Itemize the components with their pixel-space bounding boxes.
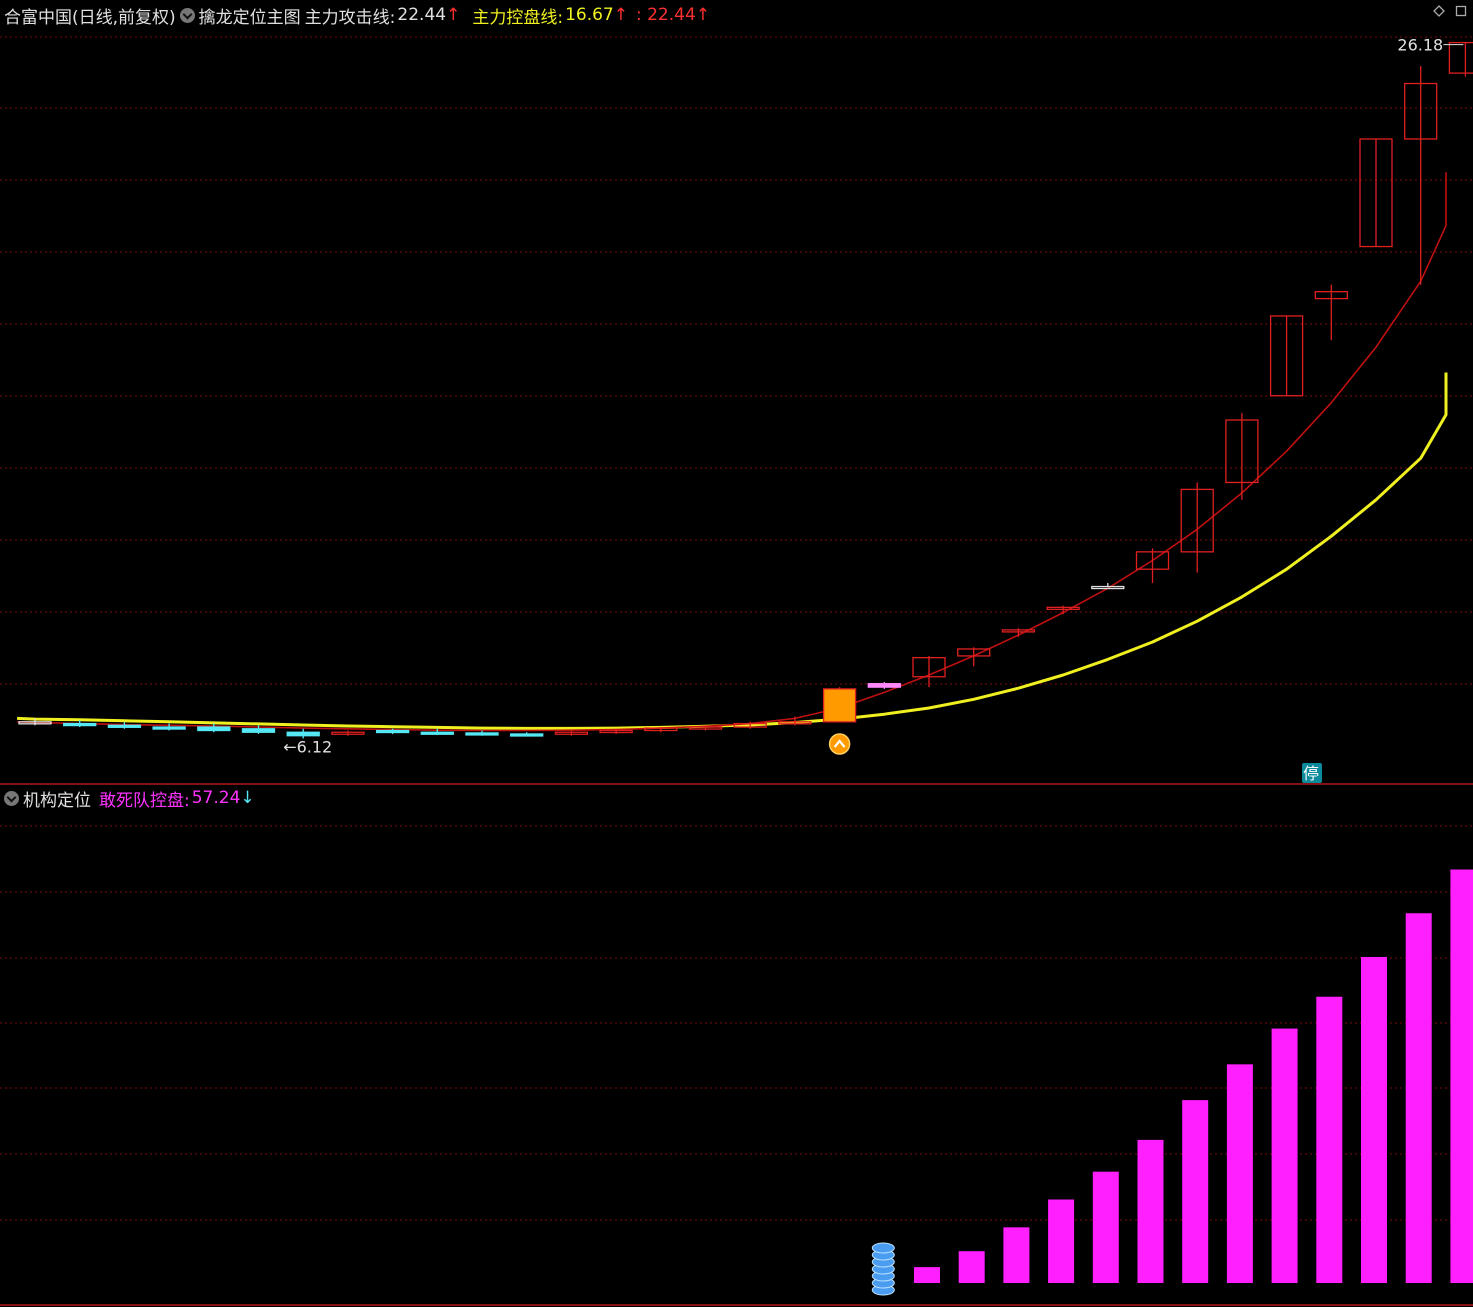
- bar[interactable]: [958, 1251, 985, 1283]
- buy-signal-icon: [833, 739, 846, 748]
- attack-line-value: 22.44: [397, 5, 447, 25]
- candle[interactable]: [554, 731, 589, 735]
- bar[interactable]: [1137, 1139, 1164, 1283]
- bar[interactable]: [914, 1267, 940, 1283]
- bar[interactable]: [1226, 1064, 1253, 1283]
- candle[interactable]: [107, 724, 142, 728]
- stock-title[interactable]: 合富中国(日线,前复权): [4, 7, 176, 28]
- panel-controls: [1433, 5, 1467, 17]
- candle[interactable]: [63, 722, 97, 727]
- candle[interactable]: [867, 683, 901, 688]
- dropdown-icon[interactable]: [179, 7, 195, 23]
- limit-badge-label: 停: [1303, 764, 1319, 783]
- candle[interactable]: [1180, 488, 1214, 553]
- candle[interactable]: [599, 729, 633, 734]
- dropdown-icon[interactable]: [4, 790, 19, 806]
- bar[interactable]: [1092, 1171, 1119, 1283]
- candle[interactable]: [18, 721, 52, 725]
- diamond-icon[interactable]: [1433, 5, 1445, 17]
- candle[interactable]: [1091, 585, 1125, 590]
- extra-value: : 22.44: [635, 5, 696, 25]
- candle[interactable]: [286, 731, 320, 737]
- candle[interactable]: [152, 726, 186, 730]
- bar[interactable]: [1316, 996, 1343, 1283]
- candle[interactable]: [912, 657, 946, 678]
- candle[interactable]: [1359, 138, 1393, 248]
- candle[interactable]: [420, 731, 454, 735]
- square-icon[interactable]: [1455, 5, 1467, 17]
- candle[interactable]: [197, 726, 231, 732]
- candle[interactable]: [241, 728, 276, 733]
- sub-panel-header: 机构定位 敢死队控盘: 57.24 ↓: [4, 785, 259, 811]
- bar[interactable]: [1182, 1100, 1209, 1283]
- candle[interactable]: [1225, 419, 1259, 484]
- control-line: [17, 372, 1448, 730]
- buy-signal-icon[interactable]: [828, 733, 851, 755]
- candle[interactable]: [1001, 629, 1036, 633]
- candle[interactable]: [733, 722, 767, 728]
- series-value: 57.24: [191, 788, 241, 808]
- candle[interactable]: [1448, 41, 1473, 74]
- candle[interactable]: [644, 727, 678, 732]
- candle[interactable]: [510, 733, 544, 737]
- arrow-up-icon: ↑: [446, 5, 461, 25]
- attack-line-label: 主力攻击线:: [304, 7, 396, 28]
- candle[interactable]: [1404, 82, 1438, 140]
- bar[interactable]: [1048, 1199, 1075, 1283]
- candle[interactable]: [465, 732, 499, 736]
- arrow-up-icon: ↑: [695, 5, 711, 25]
- candle[interactable]: [1135, 551, 1170, 570]
- candle[interactable]: [375, 729, 410, 734]
- bar[interactable]: [1271, 1028, 1298, 1283]
- sub-indicator-name[interactable]: 机构定位: [23, 790, 91, 811]
- coin-stack-icon: [871, 1242, 895, 1254]
- bar[interactable]: [1450, 869, 1473, 1283]
- bar[interactable]: [1361, 956, 1387, 1283]
- candle[interactable]: [778, 721, 812, 725]
- bar[interactable]: [1405, 913, 1432, 1283]
- arrow-up-icon: ↑: [613, 5, 628, 25]
- bar[interactable]: [1003, 1227, 1030, 1283]
- indicator-name[interactable]: 擒龙定位主图: [198, 7, 301, 28]
- candle[interactable]: [1314, 291, 1348, 300]
- arrow-down-icon: ↓: [240, 788, 255, 808]
- candle[interactable]: [688, 726, 723, 730]
- main-panel-header: 合富中国(日线,前复权) 擒龙定位主图 主力攻击线: 22.44 ↑ 主力控盘线…: [4, 2, 714, 28]
- candle[interactable]: [822, 688, 857, 723]
- control-line-label: 主力控盘线:: [472, 7, 564, 28]
- candle[interactable]: [1269, 315, 1304, 397]
- attack-line: [17, 172, 1447, 732]
- control-line-value: 16.67: [565, 5, 614, 25]
- candle[interactable]: [1046, 606, 1080, 611]
- candle[interactable]: [331, 731, 365, 735]
- low-price-label: ←6.12: [283, 737, 332, 756]
- limit-badge: [1302, 763, 1322, 783]
- candle[interactable]: [957, 648, 991, 657]
- high-price-label: 26.18: [1397, 36, 1443, 55]
- series-label: 敢死队控盘:: [99, 790, 190, 811]
